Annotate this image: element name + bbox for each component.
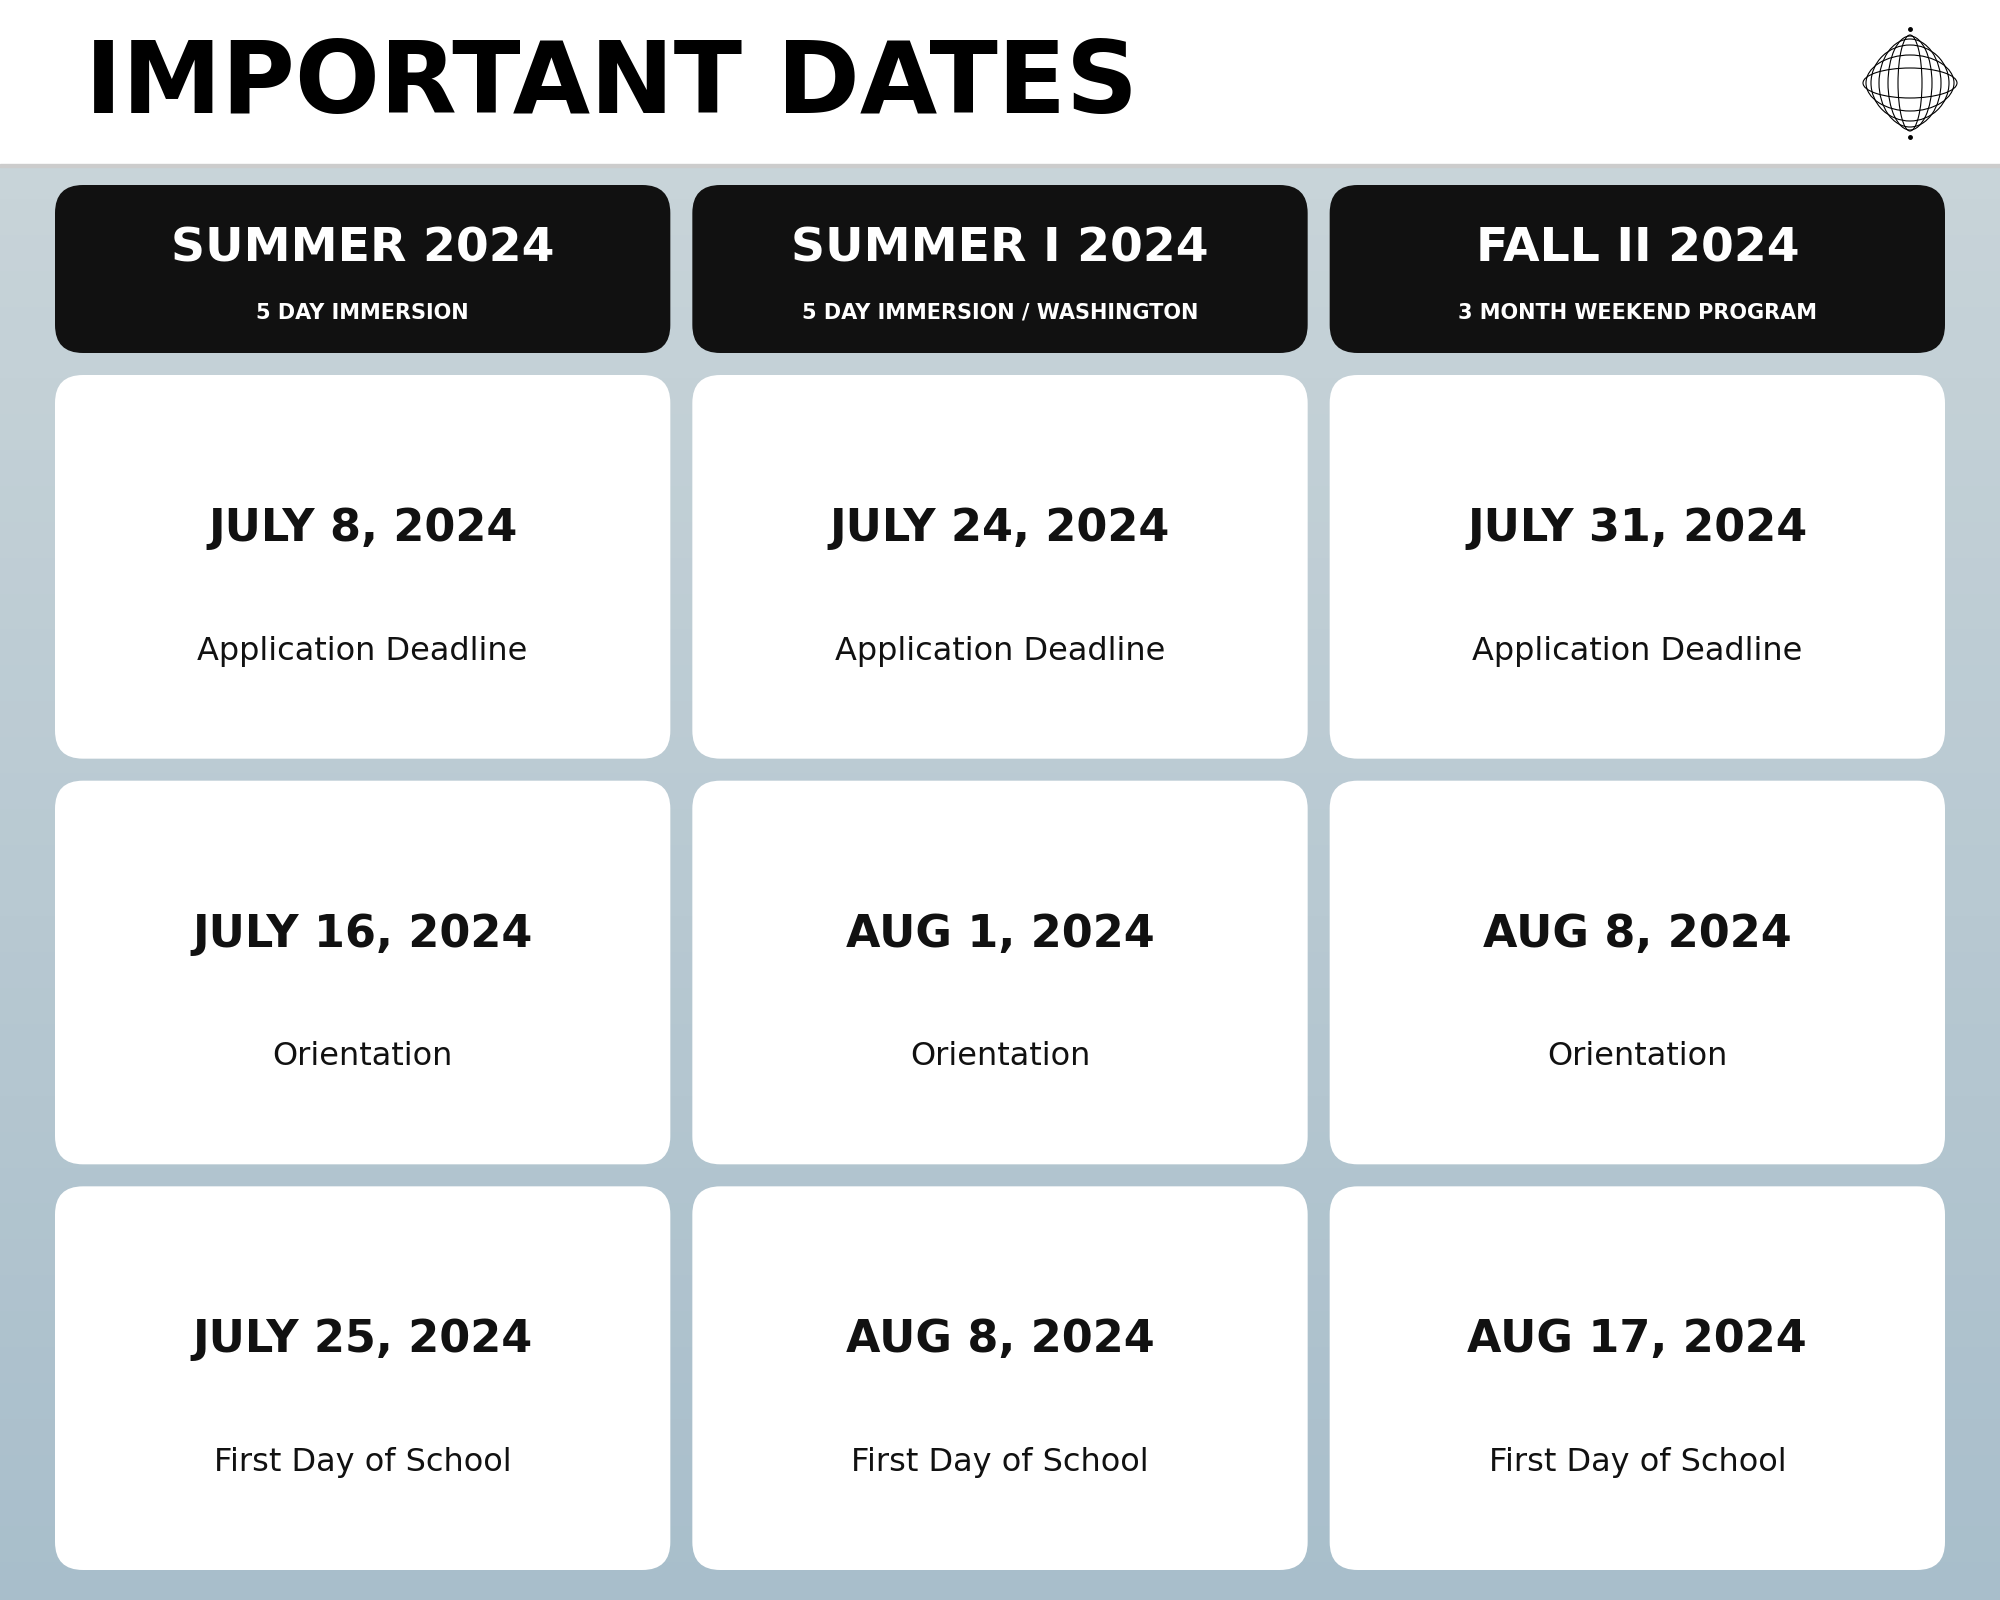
Bar: [0, 165, 2000, 202]
Text: JULY 25, 2024: JULY 25, 2024: [192, 1318, 532, 1362]
Bar: [0, 1491, 2000, 1528]
Text: JULY 8, 2024: JULY 8, 2024: [208, 507, 518, 550]
Text: Orientation: Orientation: [910, 1042, 1090, 1072]
FancyBboxPatch shape: [1330, 186, 1944, 354]
FancyBboxPatch shape: [56, 1186, 670, 1570]
Text: AUG 1, 2024: AUG 1, 2024: [846, 912, 1154, 955]
Text: AUG 17, 2024: AUG 17, 2024: [1468, 1318, 1808, 1362]
Bar: [0, 0, 2000, 165]
Bar: [0, 200, 2000, 237]
Text: First Day of School: First Day of School: [214, 1446, 512, 1478]
Bar: [0, 846, 2000, 883]
Bar: [0, 917, 2000, 954]
Text: Application Deadline: Application Deadline: [198, 635, 528, 667]
Bar: [0, 1240, 2000, 1277]
Bar: [0, 989, 2000, 1026]
Text: Orientation: Orientation: [1548, 1042, 1728, 1072]
Text: JULY 24, 2024: JULY 24, 2024: [830, 507, 1170, 550]
Bar: [0, 1026, 2000, 1062]
Bar: [0, 774, 2000, 811]
Bar: [0, 595, 2000, 632]
Bar: [0, 954, 2000, 990]
FancyBboxPatch shape: [692, 1186, 1308, 1570]
Bar: [0, 235, 2000, 272]
Bar: [0, 1384, 2000, 1421]
Bar: [0, 882, 2000, 918]
Bar: [0, 558, 2000, 595]
Bar: [0, 1456, 2000, 1493]
FancyBboxPatch shape: [56, 374, 670, 758]
FancyBboxPatch shape: [1330, 781, 1944, 1165]
Bar: [0, 344, 2000, 381]
Bar: [0, 1096, 2000, 1134]
Bar: [0, 810, 2000, 846]
Bar: [0, 738, 2000, 774]
Bar: [0, 666, 2000, 702]
Bar: [0, 1061, 2000, 1098]
Bar: [0, 1563, 2000, 1600]
Bar: [0, 1528, 2000, 1565]
Text: Application Deadline: Application Deadline: [1472, 635, 1802, 667]
Text: 5 DAY IMMERSION / WASHINGTON: 5 DAY IMMERSION / WASHINGTON: [802, 302, 1198, 323]
Text: 3 MONTH WEEKEND PROGRAM: 3 MONTH WEEKEND PROGRAM: [1458, 302, 1816, 323]
Bar: [0, 272, 2000, 309]
Bar: [0, 1312, 2000, 1349]
FancyBboxPatch shape: [56, 186, 670, 354]
Bar: [0, 451, 2000, 488]
Bar: [0, 1419, 2000, 1456]
FancyBboxPatch shape: [692, 186, 1308, 354]
Bar: [0, 1347, 2000, 1384]
Bar: [0, 165, 2000, 166]
Bar: [0, 630, 2000, 667]
FancyBboxPatch shape: [1330, 374, 1944, 758]
Text: 5 DAY IMMERSION: 5 DAY IMMERSION: [256, 302, 468, 323]
Text: AUG 8, 2024: AUG 8, 2024: [1482, 912, 1792, 955]
Text: SUMMER I 2024: SUMMER I 2024: [792, 226, 1208, 272]
Bar: [0, 1133, 2000, 1170]
Text: Application Deadline: Application Deadline: [834, 635, 1166, 667]
Bar: [0, 1205, 2000, 1242]
Text: First Day of School: First Day of School: [1488, 1446, 1786, 1478]
FancyBboxPatch shape: [56, 781, 670, 1165]
Text: AUG 8, 2024: AUG 8, 2024: [846, 1318, 1154, 1362]
Text: SUMMER 2024: SUMMER 2024: [170, 226, 554, 272]
Text: JULY 31, 2024: JULY 31, 2024: [1468, 507, 1808, 550]
Bar: [0, 379, 2000, 416]
Bar: [0, 523, 2000, 560]
Text: JULY 16, 2024: JULY 16, 2024: [192, 912, 532, 955]
FancyBboxPatch shape: [1330, 1186, 1944, 1570]
Bar: [0, 414, 2000, 451]
Text: Orientation: Orientation: [272, 1042, 452, 1072]
Bar: [0, 1277, 2000, 1314]
FancyBboxPatch shape: [692, 374, 1308, 758]
Text: First Day of School: First Day of School: [852, 1446, 1148, 1478]
Bar: [0, 486, 2000, 523]
Bar: [0, 702, 2000, 739]
Bar: [0, 1168, 2000, 1205]
Text: FALL II 2024: FALL II 2024: [1476, 226, 1800, 272]
Bar: [0, 307, 2000, 344]
FancyBboxPatch shape: [692, 781, 1308, 1165]
Text: IMPORTANT DATES: IMPORTANT DATES: [84, 37, 1138, 133]
